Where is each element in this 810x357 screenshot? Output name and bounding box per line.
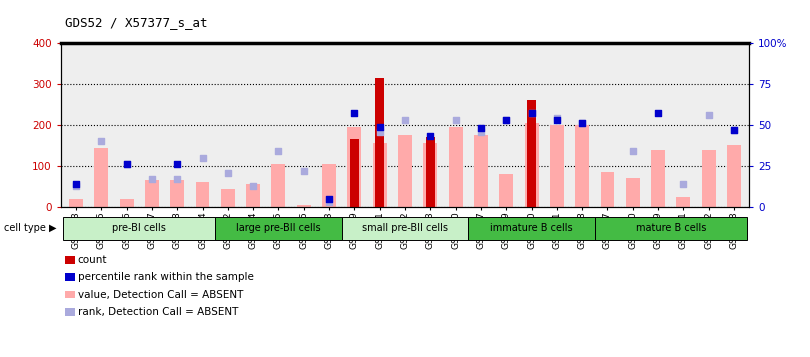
Bar (246, 185, 260, 207)
Point (246, 183, 259, 188)
Point (373, 129, 386, 134)
Bar (525, 123, 539, 207)
Bar (398, 135, 412, 207)
Bar (94, 147, 109, 207)
Point (399, 117, 411, 123)
Text: percentile rank within the sample: percentile rank within the sample (78, 272, 254, 282)
Bar (170, 180, 184, 207)
Point (272, 149, 285, 154)
Bar (595, 217, 747, 240)
Bar (626, 178, 640, 207)
Bar (215, 217, 342, 240)
Point (171, 161, 184, 167)
Bar (296, 205, 311, 207)
Bar (221, 188, 235, 207)
Bar (600, 172, 615, 207)
Point (196, 155, 209, 161)
Text: immature B cells: immature B cells (490, 223, 573, 233)
Point (70, 181, 83, 187)
Point (702, 112, 715, 118)
Bar (424, 144, 437, 207)
Point (424, 134, 437, 139)
Bar (347, 127, 361, 207)
Point (677, 181, 690, 187)
Bar (342, 217, 468, 240)
Bar (69, 199, 83, 207)
Point (525, 111, 538, 116)
Text: large pre-BII cells: large pre-BII cells (237, 223, 321, 233)
Point (626, 149, 639, 154)
Bar (701, 150, 716, 207)
Point (475, 129, 488, 134)
Point (347, 111, 360, 116)
Bar (527, 100, 536, 207)
Text: small pre-BII cells: small pre-BII cells (362, 223, 448, 233)
Point (373, 124, 386, 130)
Point (449, 117, 462, 123)
Text: pre-BI cells: pre-BI cells (113, 223, 166, 233)
Bar (575, 125, 589, 207)
Point (525, 111, 538, 116)
Text: cell type ▶: cell type ▶ (4, 223, 57, 233)
Point (727, 127, 740, 133)
Bar (375, 78, 384, 207)
Point (500, 117, 513, 123)
Point (727, 127, 740, 133)
Bar (322, 164, 336, 207)
Point (651, 111, 664, 116)
Bar (145, 180, 159, 207)
Text: mature B cells: mature B cells (636, 223, 706, 233)
Point (576, 120, 589, 126)
Point (70, 183, 83, 188)
Point (146, 176, 159, 182)
Bar (651, 150, 665, 207)
Text: value, Detection Call = ABSENT: value, Detection Call = ABSENT (78, 290, 243, 300)
Point (551, 116, 564, 121)
Text: count: count (78, 255, 107, 265)
Bar (499, 174, 514, 207)
Bar (63, 217, 215, 240)
Point (171, 176, 184, 182)
Bar (474, 135, 488, 207)
Point (322, 196, 335, 202)
Bar (468, 217, 595, 240)
Bar (426, 137, 435, 207)
Point (120, 161, 133, 167)
Bar (676, 197, 690, 207)
Bar (449, 127, 463, 207)
Text: rank, Detection Call = ABSENT: rank, Detection Call = ABSENT (78, 307, 238, 317)
Point (95, 139, 108, 144)
Bar (120, 199, 134, 207)
Bar (373, 144, 386, 207)
Bar (550, 125, 564, 207)
Text: GDS52 / X57377_s_at: GDS52 / X57377_s_at (65, 16, 207, 29)
Bar (350, 139, 359, 207)
Bar (195, 182, 210, 207)
Point (551, 117, 564, 123)
Point (576, 120, 589, 126)
Point (297, 168, 310, 174)
Point (120, 161, 133, 167)
Bar (727, 146, 741, 207)
Point (221, 170, 234, 175)
Point (500, 117, 513, 123)
Point (322, 199, 335, 205)
Point (475, 125, 488, 131)
Bar (271, 164, 285, 207)
